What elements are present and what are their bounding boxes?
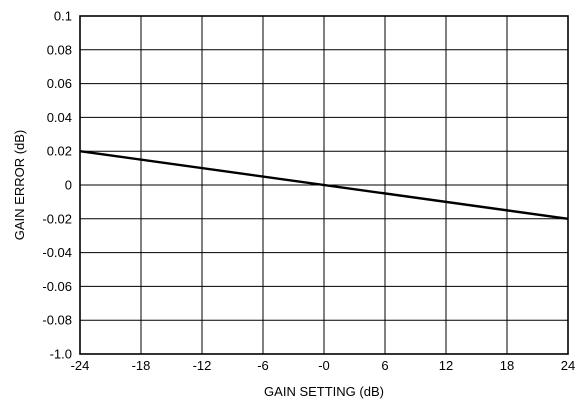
x-tick-label: 24 xyxy=(561,358,575,373)
grid xyxy=(79,15,569,355)
y-tick-label: -1.0 xyxy=(50,347,72,362)
x-tick-label: 12 xyxy=(439,358,453,373)
y-tick-label: -0.04 xyxy=(42,245,72,260)
x-tick-label: 18 xyxy=(500,358,514,373)
x-tick-label: 6 xyxy=(381,358,388,373)
x-tick-label: -0 xyxy=(318,358,330,373)
series-line xyxy=(79,150,569,220)
plot-frame xyxy=(79,15,569,355)
x-axis-label: GAIN SETTING (dB) xyxy=(264,384,384,399)
y-tick-label: 0 xyxy=(65,178,72,193)
y-tick-label: 0.02 xyxy=(47,144,72,159)
x-tick-label: -24 xyxy=(71,358,90,373)
x-tick-label: -6 xyxy=(257,358,269,373)
y-tick-label: -0.06 xyxy=(42,279,72,294)
y-tick-label: 0.08 xyxy=(47,42,72,57)
y-tick-labels: 0.1 0.08 0.06 0.04 0.02 0 -0.02 -0.04 -0.06 -0.08… xyxy=(42,9,72,362)
y-tick-label: -0.08 xyxy=(42,313,72,328)
y-axis-label: GAIN ERROR (dB) xyxy=(12,130,27,241)
y-tick-label: 0.04 xyxy=(47,110,72,125)
y-tick-label: 0.06 xyxy=(47,76,72,91)
y-tick-label: -0.02 xyxy=(42,211,72,226)
y-tick-label: 0.1 xyxy=(54,9,72,24)
x-tick-labels: -24 -18 -12 -6 -0 6 12 18 24 xyxy=(71,358,576,373)
series-group xyxy=(79,150,569,220)
x-tick-label: -18 xyxy=(132,358,151,373)
x-tick-label: -12 xyxy=(193,358,212,373)
